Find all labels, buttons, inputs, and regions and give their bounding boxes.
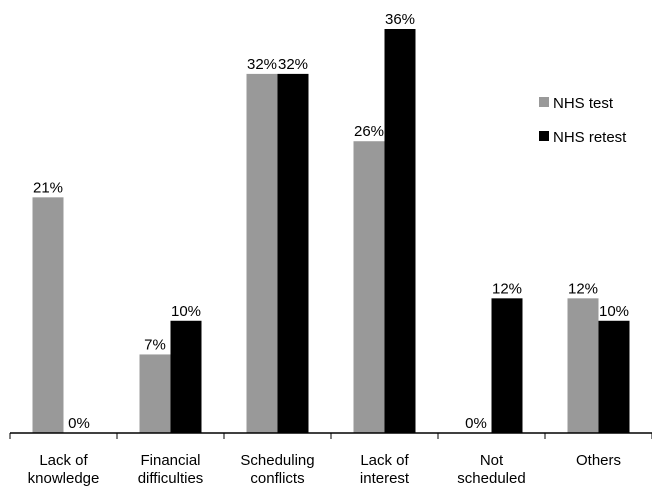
data-label: 32% xyxy=(247,56,277,73)
bar-nhs-retest xyxy=(170,320,202,433)
category-label: Financial difficulties xyxy=(138,452,204,486)
data-label: 7% xyxy=(144,336,166,353)
category-label: Lack of knowledge xyxy=(28,452,100,486)
data-label: 0% xyxy=(68,415,90,432)
category-label-line: conflicts xyxy=(250,470,304,486)
bar-nhs-retest xyxy=(598,320,630,433)
bar-nhs-test xyxy=(567,298,599,433)
legend: NHS test NHS retest xyxy=(539,95,627,146)
bar-nhs-retest xyxy=(491,298,523,433)
data-label: 26% xyxy=(354,123,384,140)
bar-nhs-retest xyxy=(277,73,309,433)
data-label: 10% xyxy=(171,303,201,320)
data-label: 12% xyxy=(492,280,522,297)
category-label-line: difficulties xyxy=(138,470,204,486)
bars-group xyxy=(32,29,630,433)
category-label-line: knowledge xyxy=(28,470,100,486)
category-label-line: Not xyxy=(480,452,504,469)
bar-nhs-test xyxy=(139,354,171,433)
category-label-line: Lack of xyxy=(360,452,409,469)
category-label-line: scheduled xyxy=(457,470,525,486)
category-label-line: Others xyxy=(576,452,621,469)
bar-nhs-test xyxy=(353,141,385,433)
legend-label-nhs-retest: NHS retest xyxy=(553,129,627,146)
legend-swatch-nhs-test xyxy=(539,97,549,107)
category-label: Scheduling conflicts xyxy=(240,452,314,486)
bar-nhs-retest xyxy=(384,29,416,433)
value-labels-group: 21%0%7%10%32% 32%26%36%0%12% 12%10% xyxy=(33,11,629,432)
bar-nhs-test xyxy=(246,73,278,433)
category-label-line: interest xyxy=(360,470,410,486)
data-label: 12% xyxy=(568,280,598,297)
data-label: 32% xyxy=(278,56,308,73)
legend-label-nhs-test: NHS test xyxy=(553,95,614,112)
category-label: Not scheduled xyxy=(457,452,525,486)
category-label: Others xyxy=(576,452,621,469)
category-label-line: Financial xyxy=(140,452,200,469)
category-label: Lack of interest xyxy=(360,452,410,486)
data-label: 10% xyxy=(599,303,629,320)
bar-nhs-test xyxy=(32,197,64,433)
legend-swatch-nhs-retest xyxy=(539,131,549,141)
data-label: 0% xyxy=(465,415,487,432)
x-axis-ticks xyxy=(9,433,652,439)
data-label: 21% xyxy=(33,179,63,196)
category-label-line: Scheduling xyxy=(240,452,314,469)
data-label: 36% xyxy=(385,11,415,28)
category-label-line: Lack of xyxy=(39,452,88,469)
